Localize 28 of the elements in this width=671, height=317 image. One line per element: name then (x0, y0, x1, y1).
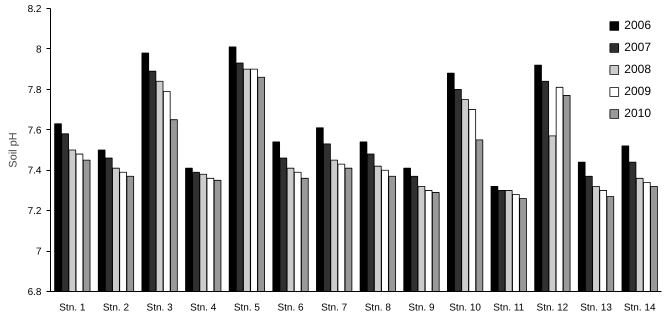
x-tick-label: Stn. 13 (580, 302, 612, 314)
x-tick-label: Stn. 6 (277, 302, 304, 314)
legend-label: 2008 (624, 62, 651, 76)
y-tick-label: 7.2 (28, 206, 42, 218)
x-tick-label: Stn. 4 (190, 302, 217, 314)
legend-label: 2007 (624, 40, 651, 54)
x-tick-label: Stn. 12 (536, 302, 569, 314)
y-tick-label: 7.8 (28, 84, 42, 96)
x-tick-label: Stn. 10 (449, 302, 482, 314)
y-tick-label: 8 (36, 44, 42, 56)
legend-label: 2006 (624, 18, 651, 32)
y-tick-label: 7 (36, 246, 42, 258)
x-tick-label: Stn. 11 (493, 302, 525, 314)
legend-label: 2010 (624, 106, 651, 120)
x-tick-label: Stn. 9 (408, 302, 435, 314)
x-tick-label: Stn. 14 (624, 302, 656, 314)
y-tick-label: 6.8 (28, 287, 42, 298)
y-tick-label: 7.4 (28, 166, 42, 177)
y-axis-title: Soil pH (8, 132, 20, 168)
y-tick-label: 7.6 (28, 125, 42, 136)
y-tick-label: 8.2 (28, 4, 42, 15)
legend-label: 2009 (624, 84, 651, 98)
x-tick-label: Stn. 1 (59, 302, 86, 314)
x-tick-label: Stn. 8 (364, 302, 392, 314)
x-tick-label: Stn. 5 (234, 302, 260, 314)
x-tick-label: Stn. 7 (321, 302, 348, 314)
x-tick-label: Stn. 3 (146, 302, 174, 314)
x-tick-label: Stn. 2 (102, 302, 130, 314)
